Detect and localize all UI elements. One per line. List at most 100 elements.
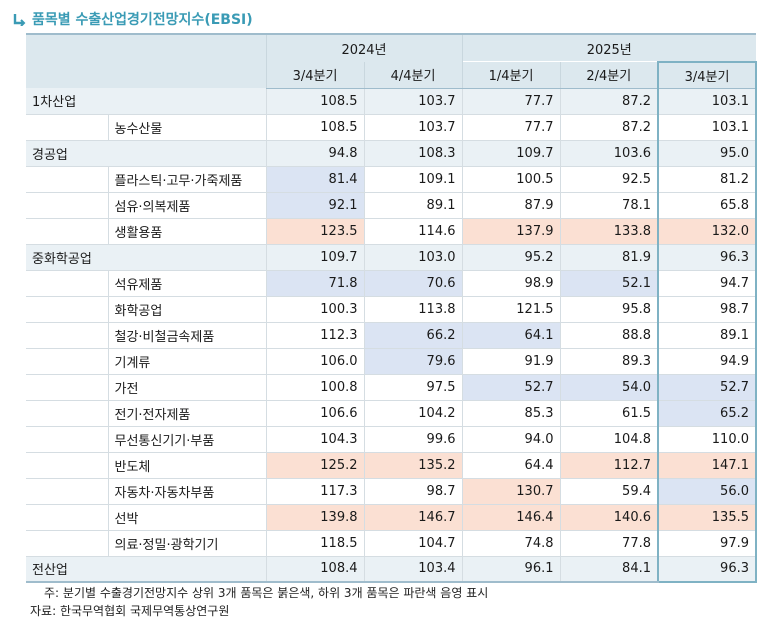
index-value-cell: 81.9 <box>559 244 658 271</box>
table-row: 농수산물 108.5 103.7 77.7 87.2 103.1 <box>26 114 757 141</box>
index-value-cell: 104.8 <box>559 426 658 453</box>
product-label: 철강·비철금속제품 <box>107 322 266 349</box>
index-value-cell: 99.6 <box>363 426 462 453</box>
index-value-cell: 56.0 <box>657 478 757 505</box>
quarter-header: 3/4분기 <box>265 62 364 89</box>
index-value-cell: 139.8 <box>265 504 364 531</box>
index-value-cell: 118.5 <box>265 530 364 557</box>
table-row: 반도체 125.2 135.2 64.4 112.7 147.1 <box>26 452 757 479</box>
product-label: 가전 <box>107 374 266 401</box>
total-row: 전산업 108.4 103.4 96.1 84.1 96.3 <box>26 555 757 583</box>
index-value-cell: 89.1 <box>657 322 757 349</box>
table-row: 의료·정밀·광학기기 118.5 104.7 74.8 77.8 97.9 <box>26 530 757 557</box>
product-label: 석유제품 <box>107 270 266 297</box>
table-row: 화학공업 100.3 113.8 121.5 95.8 98.7 <box>26 296 757 323</box>
index-value-cell: 106.0 <box>265 348 364 375</box>
index-value-cell: 52.7 <box>461 374 560 401</box>
index-value-cell: 77.8 <box>559 530 658 557</box>
index-value-cell: 108.5 <box>265 88 364 115</box>
index-value-cell: 89.3 <box>559 348 658 375</box>
table-row: 기계류 106.0 79.6 91.9 89.3 94.9 <box>26 348 757 375</box>
index-value-cell: 108.5 <box>265 114 364 141</box>
index-value-cell: 109.7 <box>265 244 364 271</box>
footnote: 주: 분기별 수출경기전망지수 상위 3개 품목은 붉은색, 하위 3개 품목은… <box>44 586 489 600</box>
index-value-cell: 146.7 <box>363 504 462 531</box>
index-value-cell: 78.1 <box>559 192 658 219</box>
index-value-cell: 87.2 <box>559 88 658 115</box>
index-value-cell: 52.7 <box>657 374 757 401</box>
quarter-header: 2/4분기 <box>559 62 658 89</box>
index-value-cell: 91.9 <box>461 348 560 375</box>
industry-group-label: 경공업 <box>26 140 266 167</box>
index-value-cell: 77.7 <box>461 114 560 141</box>
quarter-header-current: 3/4분기 <box>657 61 757 89</box>
index-value-cell: 87.2 <box>559 114 658 141</box>
table-row: 가전 100.8 97.5 52.7 54.0 52.7 <box>26 374 757 401</box>
industry-group-label: 중화학공업 <box>26 244 266 271</box>
indent-cell <box>26 400 108 427</box>
index-value-cell: 95.8 <box>559 296 658 323</box>
index-value-cell: 59.4 <box>559 478 658 505</box>
table-title: 품목별 수출산업경기전망지수(EBSI) <box>12 8 253 30</box>
indent-cell <box>26 114 108 141</box>
index-value-cell: 61.5 <box>559 400 658 427</box>
index-value-cell: 88.8 <box>559 322 658 349</box>
index-value-cell: 92.1 <box>265 192 364 219</box>
indent-cell <box>26 426 108 453</box>
index-value-cell: 65.2 <box>657 400 757 427</box>
arrow-down-right-icon <box>13 14 26 26</box>
indent-cell <box>26 322 108 349</box>
indent-cell <box>26 270 108 297</box>
indent-cell <box>26 504 108 531</box>
index-value-cell: 100.8 <box>265 374 364 401</box>
year-header-2025: 2025년 <box>461 33 756 62</box>
product-label: 의료·정밀·광학기기 <box>107 530 266 557</box>
index-value-cell: 140.6 <box>559 504 658 531</box>
index-value-cell: 95.0 <box>657 140 757 167</box>
total-value-cell: 96.1 <box>461 555 560 583</box>
index-value-cell: 97.5 <box>363 374 462 401</box>
index-value-cell: 103.1 <box>657 114 757 141</box>
indent-cell <box>26 296 108 323</box>
year-header-2024: 2024년 <box>265 33 462 62</box>
ebsi-table: 2024년 2025년 3/4분기 4/4분기 1/4분기 2/4분기 3/4분… <box>26 33 757 583</box>
product-label: 전기·전자제품 <box>107 400 266 427</box>
total-value-cell: 108.4 <box>265 555 364 583</box>
product-label: 자동차·자동차부품 <box>107 478 266 505</box>
index-value-cell: 135.2 <box>363 452 462 479</box>
table-row: 무선통신기기·부품 104.3 99.6 94.0 104.8 110.0 <box>26 426 757 453</box>
index-value-cell: 109.7 <box>461 140 560 167</box>
index-value-cell: 104.7 <box>363 530 462 557</box>
index-value-cell: 81.4 <box>265 166 364 193</box>
index-value-cell: 132.0 <box>657 218 757 245</box>
index-value-cell: 123.5 <box>265 218 364 245</box>
total-value-cell: 96.3 <box>657 555 757 583</box>
index-value-cell: 103.1 <box>657 88 757 115</box>
index-value-cell: 147.1 <box>657 452 757 479</box>
total-value-cell: 84.1 <box>559 555 658 583</box>
corner-header <box>26 33 266 88</box>
table-row: 중화학공업 109.7 103.0 95.2 81.9 96.3 <box>26 244 757 271</box>
product-label: 플라스틱·고무·가죽제품 <box>107 166 266 193</box>
indent-cell <box>26 348 108 375</box>
product-label: 기계류 <box>107 348 266 375</box>
quarter-header: 4/4분기 <box>363 62 462 89</box>
index-value-cell: 108.3 <box>363 140 462 167</box>
source-note: 자료: 한국무역협회 국제무역통상연구원 <box>30 604 230 618</box>
index-value-cell: 114.6 <box>363 218 462 245</box>
index-value-cell: 70.6 <box>363 270 462 297</box>
index-value-cell: 135.5 <box>657 504 757 531</box>
product-label: 무선통신기기·부품 <box>107 426 266 453</box>
index-value-cell: 112.3 <box>265 322 364 349</box>
index-value-cell: 98.7 <box>657 296 757 323</box>
product-label: 화학공업 <box>107 296 266 323</box>
indent-cell <box>26 452 108 479</box>
product-label: 섬유·의복제품 <box>107 192 266 219</box>
index-value-cell: 81.2 <box>657 166 757 193</box>
index-value-cell: 54.0 <box>559 374 658 401</box>
index-value-cell: 137.9 <box>461 218 560 245</box>
index-value-cell: 79.6 <box>363 348 462 375</box>
index-value-cell: 89.1 <box>363 192 462 219</box>
product-label: 생활용품 <box>107 218 266 245</box>
product-label: 선박 <box>107 504 266 531</box>
